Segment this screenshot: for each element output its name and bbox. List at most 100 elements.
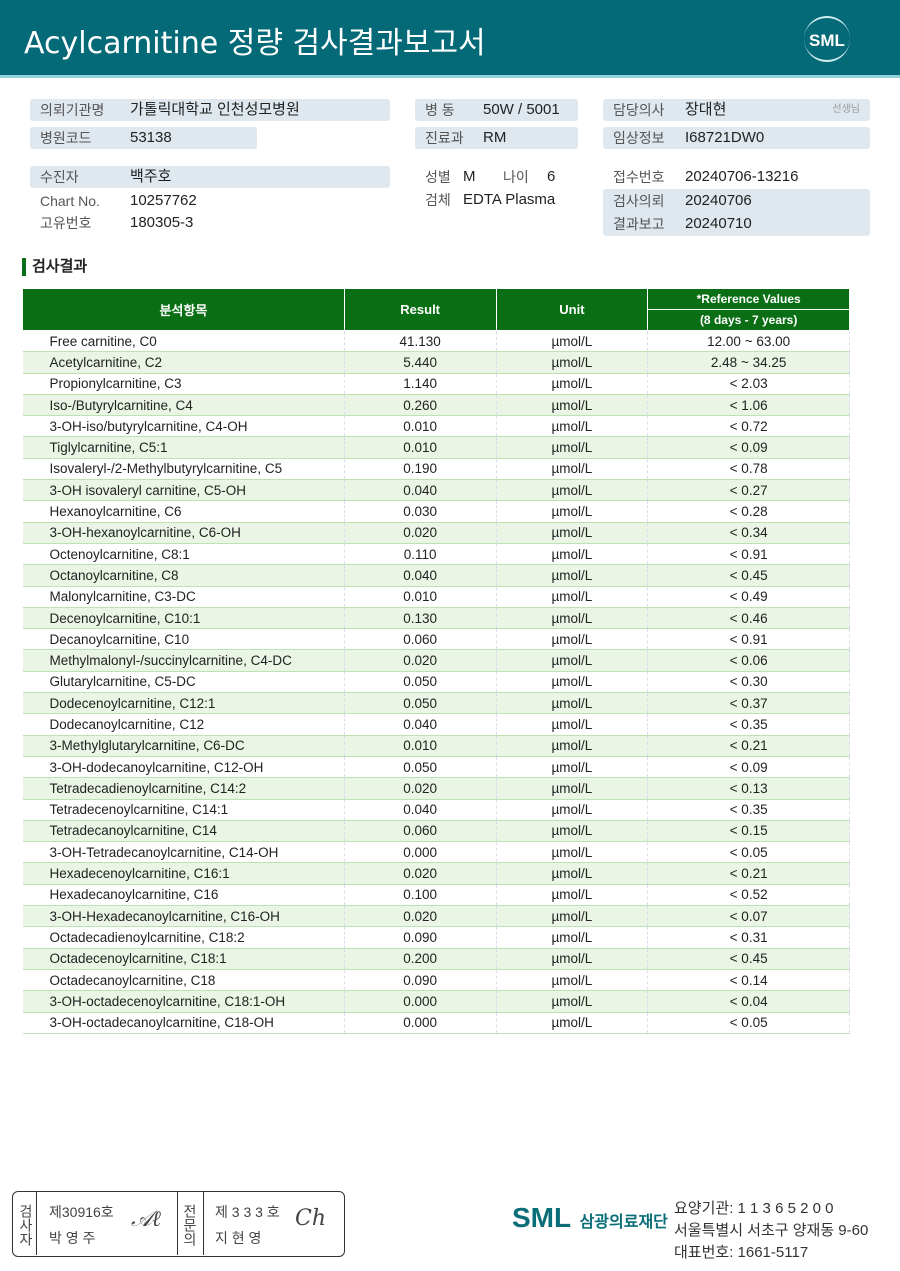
- unit: µmol/L: [496, 458, 649, 481]
- unit: µmol/L: [496, 799, 649, 821]
- unit: µmol/L: [496, 522, 649, 544]
- tech-signature: 𝒜ℓ: [131, 1207, 161, 1232]
- unit: µmol/L: [496, 500, 649, 523]
- table-row: Octadecadienoylcarnitine, C18:2 0.090 µmol…: [22, 926, 850, 949]
- item-name: Decenoylcarnitine, C10:1: [22, 607, 345, 630]
- reference-value: < 0.09: [647, 756, 850, 779]
- item-name: 3-OH isovaleryl carnitine, C5-OH: [22, 479, 345, 502]
- item-name: Free carnitine, C0: [22, 330, 345, 353]
- table-row: Acetylcarnitine, C2 5.440 µmol/L 2.48 ~ 34.…: [22, 351, 850, 374]
- item-name: Tetradecenoylcarnitine, C14:1: [22, 799, 345, 821]
- item-name: Propionylcarnitine, C3: [22, 373, 345, 395]
- reference-value: < 0.49: [647, 586, 850, 608]
- result-value: 41.130: [344, 330, 497, 353]
- unit: µmol/L: [496, 564, 649, 587]
- unit: µmol/L: [496, 436, 649, 459]
- org-code: 요양기관: 1 1 3 6 5 2 0 0: [674, 1200, 834, 1217]
- reference-value: < 0.21: [647, 862, 850, 885]
- field-unique-no: 고유번호 180305-3: [40, 214, 194, 231]
- result-value: 5.440: [344, 351, 497, 374]
- result-value: 0.010: [344, 415, 497, 438]
- reference-value: 2.48 ~ 34.25: [647, 351, 850, 374]
- sml-logo: SML: [804, 16, 850, 62]
- item-name: Tetradecanoylcarnitine, C14: [22, 820, 345, 843]
- result-value: 0.040: [344, 713, 497, 736]
- reference-value: < 0.46: [647, 607, 850, 630]
- result-value: 0.020: [344, 649, 497, 672]
- field-institution: 의뢰기관명 가톨릭대학교 인천성모병원: [30, 99, 390, 121]
- result-value: 0.050: [344, 671, 497, 694]
- col-result: Result: [343, 288, 497, 331]
- item-name: Iso-/Butyrylcarnitine, C4: [22, 394, 345, 417]
- org-logo: SML 삼광의료재단: [512, 1202, 668, 1233]
- org-address: 서울특별시 서초구 양재동 9-60: [674, 1222, 869, 1239]
- field-receipt-no: 접수번호 20240706-13216: [613, 168, 799, 185]
- reference-value: < 0.45: [647, 948, 850, 970]
- result-value: 0.030: [344, 500, 497, 523]
- unit: µmol/L: [496, 713, 649, 736]
- doctor-license: 제 3 3 3 호: [215, 1204, 280, 1220]
- result-value: 0.020: [344, 905, 497, 928]
- tech-license: 제30916호: [49, 1204, 114, 1220]
- table-row: Dodecanoylcarnitine, C12 0.040 µmol/L < 0.3…: [22, 713, 850, 736]
- table-row: 3-OH-hexanoylcarnitine, C6-OH 0.020 µmol/L…: [22, 522, 850, 544]
- section-title: 검사결과: [22, 258, 87, 276]
- table-row: Octenoylcarnitine, C8:1 0.110 µmol/L < 0.91: [22, 543, 850, 566]
- reference-value: < 0.37: [647, 692, 850, 715]
- reference-value: < 0.45: [647, 564, 850, 587]
- table-row: Octadecanoylcarnitine, C18 0.090 µmol/L < 0…: [22, 969, 850, 992]
- tech-name: 박 영 주: [49, 1230, 96, 1246]
- unit: µmol/L: [496, 862, 649, 885]
- item-name: Octadecadienoylcarnitine, C18:2: [22, 926, 345, 949]
- report-title: Acylcarnitine 정량 검사결과보고서: [24, 26, 486, 61]
- item-name: Dodecenoylcarnitine, C12:1: [22, 692, 345, 715]
- item-name: 3-Methylglutarylcarnitine, C6-DC: [22, 735, 345, 757]
- result-value: 0.190: [344, 458, 497, 481]
- unit: µmol/L: [496, 586, 649, 608]
- reference-value: < 0.06: [647, 649, 850, 672]
- col-reference: *Reference Values: [647, 288, 850, 310]
- unit: µmol/L: [496, 543, 649, 566]
- result-value: 0.020: [344, 522, 497, 544]
- reference-value: < 0.09: [647, 436, 850, 459]
- result-value: 0.040: [344, 799, 497, 821]
- reference-value: < 0.05: [647, 841, 850, 864]
- unit: µmol/L: [496, 692, 649, 715]
- result-value: 0.040: [344, 564, 497, 587]
- unit: µmol/L: [496, 1012, 649, 1034]
- result-value: 0.130: [344, 607, 497, 630]
- result-value: 0.060: [344, 628, 497, 651]
- item-name: 3-OH-Hexadecanoylcarnitine, C16-OH: [22, 905, 345, 928]
- result-value: 0.020: [344, 862, 497, 885]
- unit: µmol/L: [496, 990, 649, 1013]
- unit: µmol/L: [496, 820, 649, 843]
- unit: µmol/L: [496, 373, 649, 395]
- table-row: Tetradecenoylcarnitine, C14:1 0.040 µmol/L…: [22, 799, 850, 821]
- field-clinical: 임상정보 I68721DW0: [603, 127, 870, 149]
- reference-value: < 0.91: [647, 543, 850, 566]
- tech-label: 검사자: [13, 1192, 37, 1255]
- field-hospital-code: 병원코드 53138: [30, 127, 257, 149]
- field-department: 진료과 RM: [415, 127, 578, 149]
- item-name: Methylmalonyl-/succinylcarnitine, C4-DC: [22, 649, 345, 672]
- field-request-date: 검사의뢰 20240706: [613, 192, 752, 209]
- reference-value: < 0.34: [647, 522, 850, 544]
- item-name: Octadecanoylcarnitine, C18: [22, 969, 345, 992]
- table-row: Dodecenoylcarnitine, C12:1 0.050 µmol/L < 0…: [22, 692, 850, 715]
- result-value: 1.140: [344, 373, 497, 395]
- item-name: Hexadecenoylcarnitine, C16:1: [22, 862, 345, 885]
- item-name: 3-OH-hexanoylcarnitine, C6-OH: [22, 522, 345, 544]
- reference-value: < 0.31: [647, 926, 850, 949]
- item-name: 3-OH-dodecanoylcarnitine, C12-OH: [22, 756, 345, 779]
- results-table: 분석항목 Result Unit *Reference Values (8 da…: [22, 288, 850, 1034]
- table-row: Octanoylcarnitine, C8 0.040 µmol/L < 0.45: [22, 564, 850, 587]
- table-row: 3-OH-Hexadecanoylcarnitine, C16-OH 0.020 µ…: [22, 905, 850, 928]
- result-value: 0.200: [344, 948, 497, 970]
- unit: µmol/L: [496, 479, 649, 502]
- table-row: 3-OH isovaleryl carnitine, C5-OH 0.040 µmo…: [22, 479, 850, 502]
- table-row: Free carnitine, C0 41.130 µmol/L 12.00 ~ 63…: [22, 330, 850, 353]
- item-name: Acetylcarnitine, C2: [22, 351, 345, 374]
- reference-value: < 0.28: [647, 500, 850, 523]
- table-row: Malonylcarnitine, C3-DC 0.010 µmol/L < 0.49: [22, 586, 850, 608]
- item-name: Tiglylcarnitine, C5:1: [22, 436, 345, 459]
